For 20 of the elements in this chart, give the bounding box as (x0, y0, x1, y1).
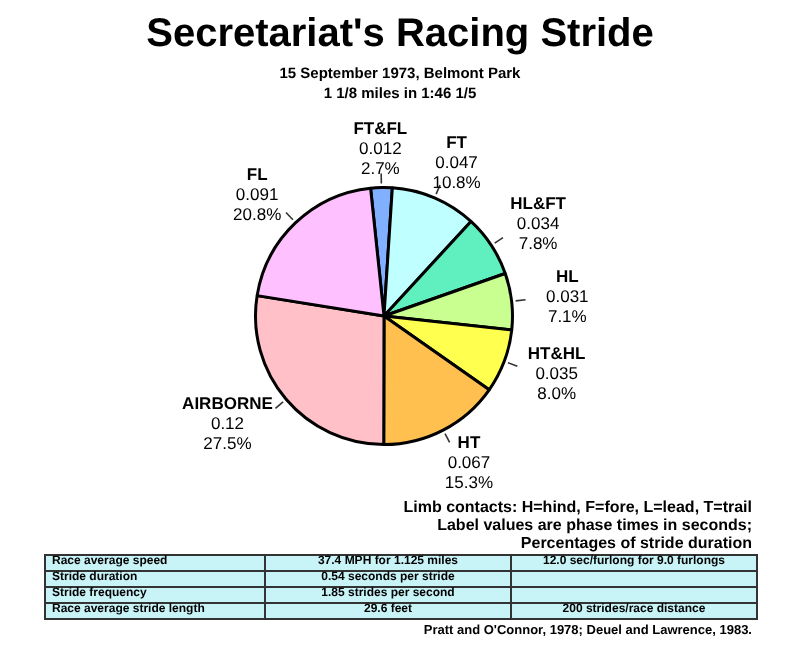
data-label: 0.047 10.8% (432, 151, 482, 192)
slice-label: FL (246, 163, 268, 184)
data-label: 0.091 20.8% (233, 183, 283, 224)
slice-label: HT&HL (527, 343, 586, 364)
slice-label: FT&FL (353, 118, 408, 139)
text: Percentages of stride duration (518, 534, 752, 552)
data-label: 0.012 2.7% (359, 138, 403, 179)
text: Limb contacts: H=hind, F=fore, L=lead, T=trail (403, 498, 752, 516)
slice-label: FT (446, 131, 469, 152)
slice-label: AIRBORNE (182, 392, 274, 413)
text: Label values are phase times in seconds; (435, 516, 752, 534)
slice-label: HL&FT (510, 193, 568, 214)
slice-label: HT (457, 432, 482, 453)
data-label: 0.034 7.8% (516, 213, 560, 254)
data-label: 0.067 15.3% (444, 452, 494, 493)
chart-title: Secretariat's Racing Stride (144, 12, 656, 58)
data-label: 0.031 7.1% (546, 285, 590, 326)
data-label: 0.035 8.0% (535, 363, 579, 404)
slice-label: HL (555, 265, 579, 286)
data-label: 0.12 27.5% (203, 412, 253, 453)
